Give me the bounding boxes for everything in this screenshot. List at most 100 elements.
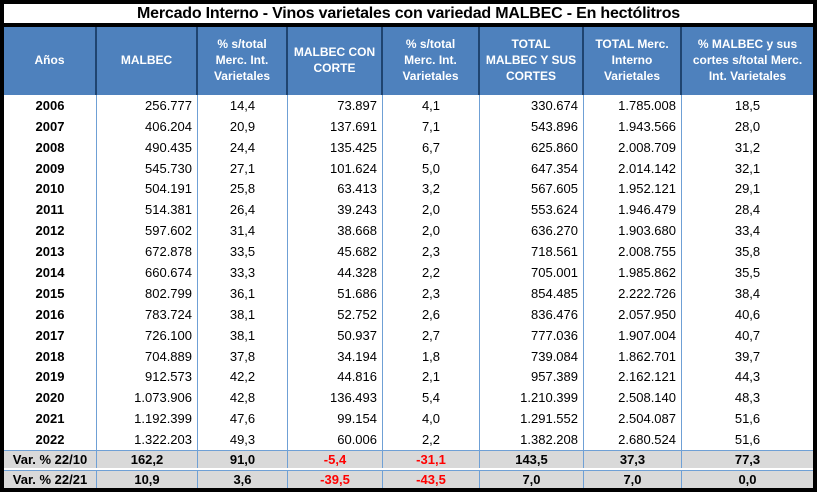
table-row: 2020 1.073.906 42,8 136.493 5,4 1.210.399 2.50…	[4, 387, 813, 409]
value-cell: 3,2	[383, 178, 480, 200]
column-header: TOTAL MALBEC Y SUS CORTES	[480, 27, 584, 95]
value-cell: 26,4	[198, 199, 288, 221]
value-cell: 783.724	[97, 303, 198, 325]
value-cell: 2.008.709	[584, 136, 682, 158]
table-row: 2019 912.573 42,2 44.816 2,1 957.389 2.162.121…	[4, 366, 813, 388]
year-cell: 2010	[4, 178, 97, 200]
summary-value-cell: 7,0	[584, 471, 682, 488]
value-cell: 45.682	[288, 241, 383, 263]
value-cell: 99.154	[288, 408, 383, 430]
value-cell: 836.476	[480, 303, 584, 325]
summary-value-cell: -31,1	[383, 451, 480, 468]
value-cell: 1.903.680	[584, 220, 682, 242]
value-cell: 2,3	[383, 282, 480, 304]
value-cell: 51,6	[734, 432, 761, 448]
table-row: 2016 783.724 38,1 52.752 2,6 836.476 2.057.950…	[4, 303, 813, 325]
value-cell: 406.204	[97, 115, 198, 137]
table-row: 2017 726.100 38,1 50.937 2,7 777.036 1.907.004…	[4, 324, 813, 346]
value-cell: 777.036	[480, 324, 584, 346]
value-cell: 2,3	[383, 241, 480, 263]
year-cell: 2020	[4, 387, 97, 409]
value-cell: 802.799	[97, 282, 198, 304]
table-row: 2013 672.878 33,5 45.682 2,3 718.561 2.008.755…	[4, 241, 813, 263]
summary-value-cell: 37,3	[584, 451, 682, 468]
value-cell: 2,6	[383, 303, 480, 325]
value-cell: 2,0	[383, 220, 480, 242]
summary-value-cell: 10,9	[97, 471, 198, 488]
year-cell: 2021	[4, 408, 97, 430]
value-cell: 39,7	[734, 348, 761, 364]
table-row: 2022 1.322.203 49,3 60.006 2,2 1.382.208 2.680…	[4, 429, 813, 450]
value-cell: 101.624	[288, 157, 383, 179]
year-cell: 2014	[4, 262, 97, 283]
value-cell: 1.073.906	[97, 387, 198, 409]
value-cell: 6,7	[383, 136, 480, 158]
year-cell: 2018	[4, 345, 97, 367]
value-cell: 14,4	[198, 95, 288, 116]
value-cell: 31,4	[198, 220, 288, 242]
value-cell: 49,3	[198, 429, 288, 450]
value-cell: 567.605	[480, 178, 584, 200]
value-cell: 2.504.087	[584, 408, 682, 430]
value-cell: 1.210.399	[480, 387, 584, 409]
value-cell: 256.777	[97, 95, 198, 116]
value-cell: 24,4	[198, 136, 288, 158]
value-cell: 4,1	[383, 95, 480, 116]
report-table: Mercado Interno - Vinos varietales con v…	[4, 4, 813, 488]
table-row: 2012 597.602 31,4 38.668 2,0 636.270 1.903.680…	[4, 220, 813, 242]
value-cell: 957.389	[480, 366, 584, 388]
value-cell: 47,6	[198, 408, 288, 430]
value-cell: 2.162.121	[584, 366, 682, 388]
year-cell: 2019	[4, 366, 97, 388]
summary-row: Var. % 22/21 10,9 3,6 -39,5 -43,5 7,0 7,0 0,0	[4, 470, 813, 488]
column-header: % s/total Merc. Int. Varietales	[198, 27, 288, 95]
column-header: MALBEC	[97, 27, 198, 95]
value-cell: 504.191	[97, 178, 198, 200]
value-cell: 2.222.726	[584, 282, 682, 304]
value-cell: 660.674	[97, 262, 198, 283]
value-cell: 545.730	[97, 157, 198, 179]
value-cell: 32,1	[734, 160, 761, 176]
value-cell: 490.435	[97, 136, 198, 158]
column-header: % MALBEC y sus cortes s/total Merc. Int.…	[692, 37, 803, 83]
value-cell: 553.624	[480, 199, 584, 221]
value-cell: 42,2	[198, 366, 288, 388]
value-cell: 1,8	[383, 345, 480, 367]
table-row: 2018 704.889 37,8 34.194 1,8 739.084 1.862.701…	[4, 345, 813, 367]
value-cell: 2.680.524	[584, 429, 682, 450]
value-cell: 50.937	[288, 324, 383, 346]
summary-value-cell: -5,4	[288, 451, 383, 468]
value-cell: 136.493	[288, 387, 383, 409]
value-cell: 44.328	[288, 262, 383, 283]
summary-label-cell: Var. % 22/21	[4, 471, 97, 488]
header-row: Años MALBEC% s/total Merc. Int. Varietale…	[4, 27, 813, 95]
table-row: 2015 802.799 36,1 51.686 2,3 854.485 2.222.726…	[4, 282, 813, 304]
value-cell: 330.674	[480, 95, 584, 116]
summary-label-cell: Var. % 22/10	[4, 451, 97, 468]
value-cell: 636.270	[480, 220, 584, 242]
summary-value-cell: 0,0	[738, 472, 757, 487]
value-cell: 31,2	[734, 139, 761, 155]
value-cell: 36,1	[198, 282, 288, 304]
value-cell: 726.100	[97, 324, 198, 346]
table-body: 2006 256.777 14,4 73.897 4,1 330.674 1.785.008…	[4, 95, 813, 450]
summary-value-cell: 162,2	[97, 451, 198, 468]
value-cell: 48,3	[734, 390, 761, 406]
value-cell: 42,8	[198, 387, 288, 409]
summary-value-cell: -43,5	[383, 471, 480, 488]
year-cell: 2012	[4, 220, 97, 242]
value-cell: 38,4	[734, 285, 761, 301]
column-header: MALBEC CON CORTE	[288, 27, 383, 95]
value-cell: 135.425	[288, 136, 383, 158]
value-cell: 2,2	[383, 262, 480, 283]
report-title: Mercado Interno - Vinos varietales con v…	[4, 4, 813, 27]
year-cell: 2015	[4, 282, 97, 304]
value-cell: 704.889	[97, 345, 198, 367]
summary-value-cell: 143,5	[480, 451, 584, 468]
year-cell: 2007	[4, 115, 97, 137]
value-cell: 1.952.121	[584, 178, 682, 200]
value-cell: 705.001	[480, 262, 584, 283]
value-cell: 2,1	[383, 366, 480, 388]
value-cell: 38.668	[288, 220, 383, 242]
year-cell: 2006	[4, 95, 97, 116]
